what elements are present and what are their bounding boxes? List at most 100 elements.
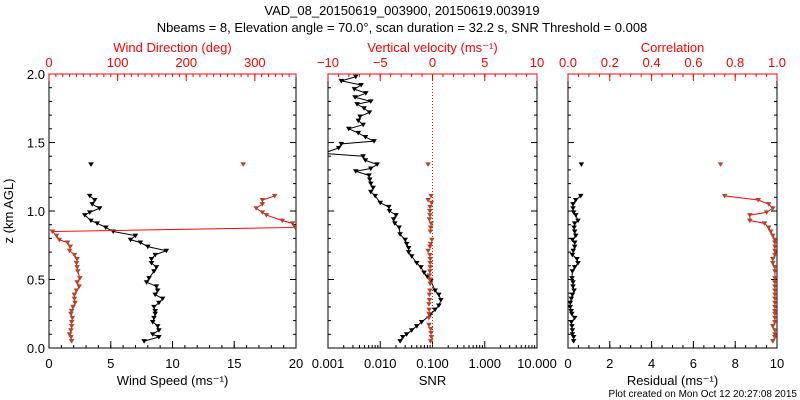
top-axis-title: Wind Direction (deg) xyxy=(113,40,232,55)
bottom-tick-label: 0 xyxy=(45,356,52,371)
data-point-correlation xyxy=(772,300,777,306)
data-point-snr xyxy=(370,185,376,191)
data-point-vertical-velocity xyxy=(426,315,432,321)
data-point-correlation xyxy=(747,213,753,218)
data-point-wind-speed xyxy=(154,324,161,329)
data-point-wind-direction xyxy=(64,240,71,246)
data-point-snr xyxy=(368,99,374,104)
data-point-snr xyxy=(372,193,378,199)
data-point-correlation xyxy=(770,339,776,344)
data-point-residual xyxy=(578,162,585,167)
panel-snr-vv: 0.001 0.010 0.100 1.000 10.000 SNR −10 −5 0 5 10 Ve… xyxy=(312,40,557,388)
data-point-correlation xyxy=(772,292,777,298)
top-tick-label: 0.6 xyxy=(684,55,702,70)
data-point-snr xyxy=(418,265,424,270)
data-point-snr xyxy=(338,141,345,147)
data-point-vertical-velocity xyxy=(426,311,432,317)
data-point-wind-speed xyxy=(91,198,98,203)
data-point-snr xyxy=(392,221,398,226)
data-point-snr xyxy=(368,181,374,187)
data-point-snr xyxy=(358,82,364,88)
data-point-residual xyxy=(568,309,574,314)
data-point-correlation xyxy=(767,229,774,235)
data-point-correlation xyxy=(772,332,777,337)
data-point-residual xyxy=(572,233,579,239)
series-group xyxy=(568,162,777,344)
data-point-vertical-velocity xyxy=(427,339,434,344)
data-point-residual xyxy=(571,288,577,293)
data-point-wind-speed xyxy=(82,213,88,218)
data-point-correlation xyxy=(765,202,772,207)
data-point-correlation xyxy=(772,288,777,293)
top-tick-label: 0.8 xyxy=(726,55,744,70)
data-point-wind-direction xyxy=(53,233,60,239)
chart-title: VAD_08_20150619_003900, 20150619.003919 xyxy=(264,3,539,18)
data-point-snr xyxy=(352,95,358,100)
data-point-snr xyxy=(352,169,359,174)
data-point-snr xyxy=(362,158,369,163)
bottom-tick-label: 8 xyxy=(732,356,739,371)
y-tick-label: 1.0 xyxy=(27,204,45,219)
data-point-wind-speed xyxy=(152,311,159,317)
data-point-snr xyxy=(403,332,410,337)
data-point-wind-speed xyxy=(94,221,100,226)
data-point-wind-direction xyxy=(71,292,78,298)
bottom-tick-label: 15 xyxy=(227,356,241,371)
data-point-wind-direction xyxy=(253,206,260,211)
data-point-wind-direction xyxy=(71,296,78,302)
data-point-vertical-velocity xyxy=(428,193,434,199)
data-point-residual xyxy=(571,315,578,321)
data-point-wind-speed xyxy=(141,339,147,344)
data-point-wind-direction xyxy=(74,256,80,262)
plot-frame xyxy=(567,73,778,349)
data-point-wind-speed xyxy=(103,225,109,230)
data-point-residual xyxy=(569,269,576,274)
bottom-tick-label: 4 xyxy=(648,356,655,371)
data-point-residual xyxy=(569,276,575,281)
bottom-axis-title: SNR xyxy=(419,373,446,388)
data-point-wind-speed xyxy=(137,240,144,246)
data-point-snr xyxy=(438,298,444,303)
data-point-correlation xyxy=(770,261,776,266)
data-point-wind-direction xyxy=(76,284,82,289)
data-point-residual xyxy=(571,221,578,226)
data-point-snr xyxy=(386,209,393,214)
data-point-wind-speed xyxy=(86,210,93,215)
data-point-wind-speed xyxy=(146,276,152,281)
data-point-correlation xyxy=(772,280,777,285)
data-point-snr xyxy=(403,241,410,247)
top-tick-label: 200 xyxy=(175,55,197,70)
bottom-tick-label: 0.100 xyxy=(416,356,449,371)
data-point-wind-speed xyxy=(132,233,139,239)
data-point-correlation xyxy=(772,328,777,333)
data-point-vertical-velocity xyxy=(426,302,432,307)
data-point-residual xyxy=(570,202,576,207)
data-point-snr xyxy=(413,324,420,329)
data-point-snr xyxy=(405,250,412,255)
data-point-residual xyxy=(571,240,578,246)
panel-residual-correlation: 0 2 4 6 8 10 Residual (ms⁻¹) 0.0 0.2 0.4 0.6 0.8 1.0… xyxy=(559,40,786,388)
data-point-wind-speed xyxy=(154,288,161,293)
data-point-residual xyxy=(570,280,576,285)
top-tick-label: 300 xyxy=(244,55,266,70)
data-point-snr xyxy=(366,177,373,182)
data-point-snr xyxy=(320,151,326,156)
data-point-wind-speed xyxy=(149,319,156,325)
data-point-snr xyxy=(386,204,392,210)
bottom-tick-label: 20 xyxy=(289,356,303,371)
data-point-correlation xyxy=(770,324,776,329)
data-point-correlation xyxy=(772,252,777,258)
data-point-residual xyxy=(571,265,578,270)
data-point-vertical-velocity xyxy=(425,162,431,167)
data-point-correlation xyxy=(772,315,777,321)
footer-timestamp: Plot created on Mon Oct 12 20:27:08 2015 xyxy=(609,389,798,400)
top-tick-label: 5 xyxy=(481,55,488,70)
data-point-correlation xyxy=(717,162,724,167)
data-point-correlation xyxy=(770,256,776,262)
data-point-correlation xyxy=(755,198,761,203)
top-tick-label: −10 xyxy=(317,55,339,70)
data-point-residual xyxy=(575,261,581,266)
data-point-wind-direction xyxy=(69,315,76,321)
chart-subtitle: Nbeams = 8, Elevation angle = 70.0°, sca… xyxy=(157,20,648,35)
